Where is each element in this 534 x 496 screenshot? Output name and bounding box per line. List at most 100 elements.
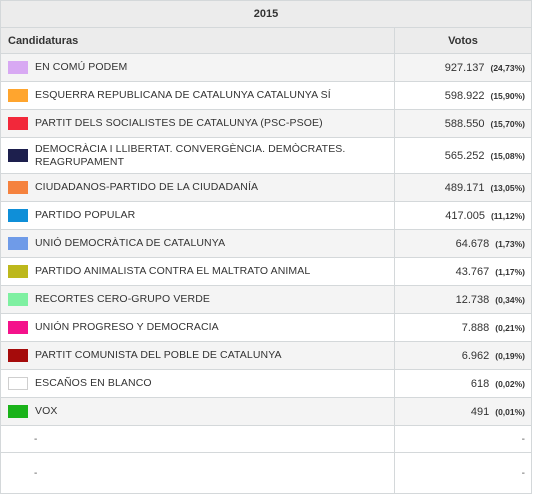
empty-candidate-cell: - xyxy=(1,453,395,493)
column-header: Candidaturas Votos xyxy=(1,28,531,54)
table-row[interactable]: PARTIDO ANIMALISTA CONTRA EL MALTRATO AN… xyxy=(1,258,531,286)
candidate-name: CIUDADANOS-PARTIDO DE LA CIUDADANÍA xyxy=(35,181,259,193)
table-row[interactable]: ESQUERRA REPUBLICANA DE CATALUNYA CATALU… xyxy=(1,82,531,110)
candidate-cell: PARTIDO POPULAR xyxy=(1,202,395,229)
empty-votes-cell: - xyxy=(395,426,531,452)
votes-cell: 6.962 (0,19%) xyxy=(395,342,531,369)
vote-percentage: (15,08%) xyxy=(490,150,526,161)
vote-percentage: (0,19%) xyxy=(495,350,525,361)
candidate-name: UNIÓ DEMOCRÀTICA DE CATALUNYA xyxy=(35,237,226,249)
table-row[interactable]: ESCAÑOS EN BLANCO 618 (0,02%) xyxy=(1,370,531,398)
vote-count: 588.550 xyxy=(444,117,485,130)
table-row[interactable]: UNIÓ DEMOCRÀTICA DE CATALUNYA 64.678 (1,73… xyxy=(1,230,531,258)
table-row[interactable]: PARTIT COMUNISTA DEL POBLE DE CATALUNYA 6… xyxy=(1,342,531,370)
table-row[interactable]: UNIÓN PROGRESO Y DEMOCRACIA 7.888 (0,21%) xyxy=(1,314,531,342)
vote-percentage: (11,12%) xyxy=(490,210,525,221)
party-color-swatch xyxy=(8,265,28,278)
votes-cell: 598.922 (15,90%) xyxy=(395,82,531,109)
candidate-cell: CIUDADANOS-PARTIDO DE LA CIUDADANÍA xyxy=(1,174,395,201)
votes-cell: 64.678 (1,73%) xyxy=(395,230,531,257)
empty-row: -- xyxy=(1,426,531,453)
table-row[interactable]: RECORTES CERO-GRUPO VERDE 12.738 (0,34%) xyxy=(1,286,531,314)
candidate-cell: VOX xyxy=(1,398,395,425)
candidate-cell: UNIÓN PROGRESO Y DEMOCRACIA xyxy=(1,314,395,341)
votes-cell: 491 (0,01%) xyxy=(395,398,531,425)
vote-count: 6.962 xyxy=(461,349,490,362)
candidates-column-header[interactable]: Candidaturas xyxy=(1,28,395,53)
placeholder-dash: - xyxy=(521,433,525,445)
table-row[interactable]: VOX 491 (0,01%) xyxy=(1,398,531,426)
empty-votes-cell: - xyxy=(395,453,531,493)
candidate-name: ESQUERRA REPUBLICANA DE CATALUNYA CATALU… xyxy=(35,89,331,101)
votes-cell: 7.888 (0,21%) xyxy=(395,314,531,341)
candidate-name: PARTIT DELS SOCIALISTES DE CATALUNYA (PS… xyxy=(35,117,323,129)
party-color-swatch xyxy=(8,209,28,222)
party-color-swatch xyxy=(8,181,28,194)
vote-percentage: (1,17%) xyxy=(495,266,525,277)
party-color-swatch xyxy=(8,89,28,102)
party-color-swatch xyxy=(8,149,28,162)
vote-percentage: (0,34%) xyxy=(495,294,525,305)
candidate-cell: PARTIT COMUNISTA DEL POBLE DE CATALUNYA xyxy=(1,342,395,369)
vote-percentage: (1,73%) xyxy=(495,238,525,249)
candidate-cell: EN COMÚ PODEM xyxy=(1,54,395,81)
candidate-cell: DEMOCRÀCIA I LLIBERTAT. CONVERGÈNCIA. DE… xyxy=(1,138,395,173)
candidate-name: VOX xyxy=(35,405,58,417)
vote-count: 12.738 xyxy=(455,293,490,306)
candidate-cell: RECORTES CERO-GRUPO VERDE xyxy=(1,286,395,313)
placeholder-dash: - xyxy=(521,467,525,479)
vote-percentage: (15,90%) xyxy=(490,90,526,101)
votes-cell: 618 (0,02%) xyxy=(395,370,531,397)
candidate-name: DEMOCRÀCIA I LLIBERTAT. CONVERGÈNCIA. DE… xyxy=(35,142,346,168)
party-color-swatch xyxy=(8,293,28,306)
table-row[interactable]: CIUDADANOS-PARTIDO DE LA CIUDADANÍA 489.1… xyxy=(1,174,531,202)
candidate-cell: PARTIDO ANIMALISTA CONTRA EL MALTRATO AN… xyxy=(1,258,395,285)
votes-cell: 565.252 (15,08%) xyxy=(395,138,531,173)
vote-count: 64.678 xyxy=(455,237,490,250)
vote-percentage: (0,01%) xyxy=(495,406,525,417)
vote-count: 43.767 xyxy=(455,265,490,278)
votes-cell: 489.171 (13,05%) xyxy=(395,174,531,201)
table-row[interactable]: DEMOCRÀCIA I LLIBERTAT. CONVERGÈNCIA. DE… xyxy=(1,138,531,174)
table-row[interactable]: EN COMÚ PODEM 927.137 (24,73%) xyxy=(1,54,531,82)
table-row[interactable]: PARTIT DELS SOCIALISTES DE CATALUNYA (PS… xyxy=(1,110,531,138)
vote-percentage: (0,21%) xyxy=(495,322,525,333)
empty-row: -- xyxy=(1,453,531,494)
vote-percentage: (24,73%) xyxy=(490,62,526,73)
candidate-name: PARTIDO POPULAR xyxy=(35,209,136,221)
candidate-name: UNIÓN PROGRESO Y DEMOCRACIA xyxy=(35,321,219,333)
candidate-name: PARTIT COMUNISTA DEL POBLE DE CATALUNYA xyxy=(35,349,282,361)
candidate-name: PARTIDO ANIMALISTA CONTRA EL MALTRATO AN… xyxy=(35,265,311,277)
vote-count: 491 xyxy=(470,405,490,418)
party-color-swatch xyxy=(8,349,28,362)
party-color-swatch xyxy=(8,405,28,418)
candidate-name: RECORTES CERO-GRUPO VERDE xyxy=(35,293,210,305)
party-color-swatch xyxy=(8,237,28,250)
party-color-swatch xyxy=(8,321,28,334)
votes-cell: 43.767 (1,17%) xyxy=(395,258,531,285)
party-color-swatch xyxy=(8,61,28,74)
votes-cell: 12.738 (0,34%) xyxy=(395,286,531,313)
vote-count: 927.137 xyxy=(444,61,485,74)
party-color-swatch xyxy=(8,377,28,390)
vote-count: 7.888 xyxy=(461,321,490,334)
vote-percentage: (13,05%) xyxy=(490,182,526,193)
candidate-name: ESCAÑOS EN BLANCO xyxy=(35,377,152,389)
placeholder-dash: - xyxy=(34,433,38,445)
placeholder-dash: - xyxy=(34,467,38,479)
results-rows: EN COMÚ PODEM 927.137 (24,73%) ESQUERRA REP… xyxy=(1,54,531,494)
votes-cell: 588.550 (15,70%) xyxy=(395,110,531,137)
table-row[interactable]: PARTIDO POPULAR 417.005 (11,12%) xyxy=(1,202,531,230)
vote-count: 417.005 xyxy=(445,209,485,222)
party-color-swatch xyxy=(8,117,28,130)
votes-cell: 927.137 (24,73%) xyxy=(395,54,531,81)
candidate-cell: ESCAÑOS EN BLANCO xyxy=(1,370,395,397)
vote-count: 618 xyxy=(470,377,490,390)
candidate-cell: ESQUERRA REPUBLICANA DE CATALUNYA CATALU… xyxy=(1,82,395,109)
vote-count: 565.252 xyxy=(444,149,485,162)
votes-column-header[interactable]: Votos xyxy=(448,34,478,47)
vote-percentage: (0,02%) xyxy=(495,378,525,389)
vote-count: 598.922 xyxy=(444,89,485,102)
votes-cell: 417.005 (11,12%) xyxy=(395,202,531,229)
